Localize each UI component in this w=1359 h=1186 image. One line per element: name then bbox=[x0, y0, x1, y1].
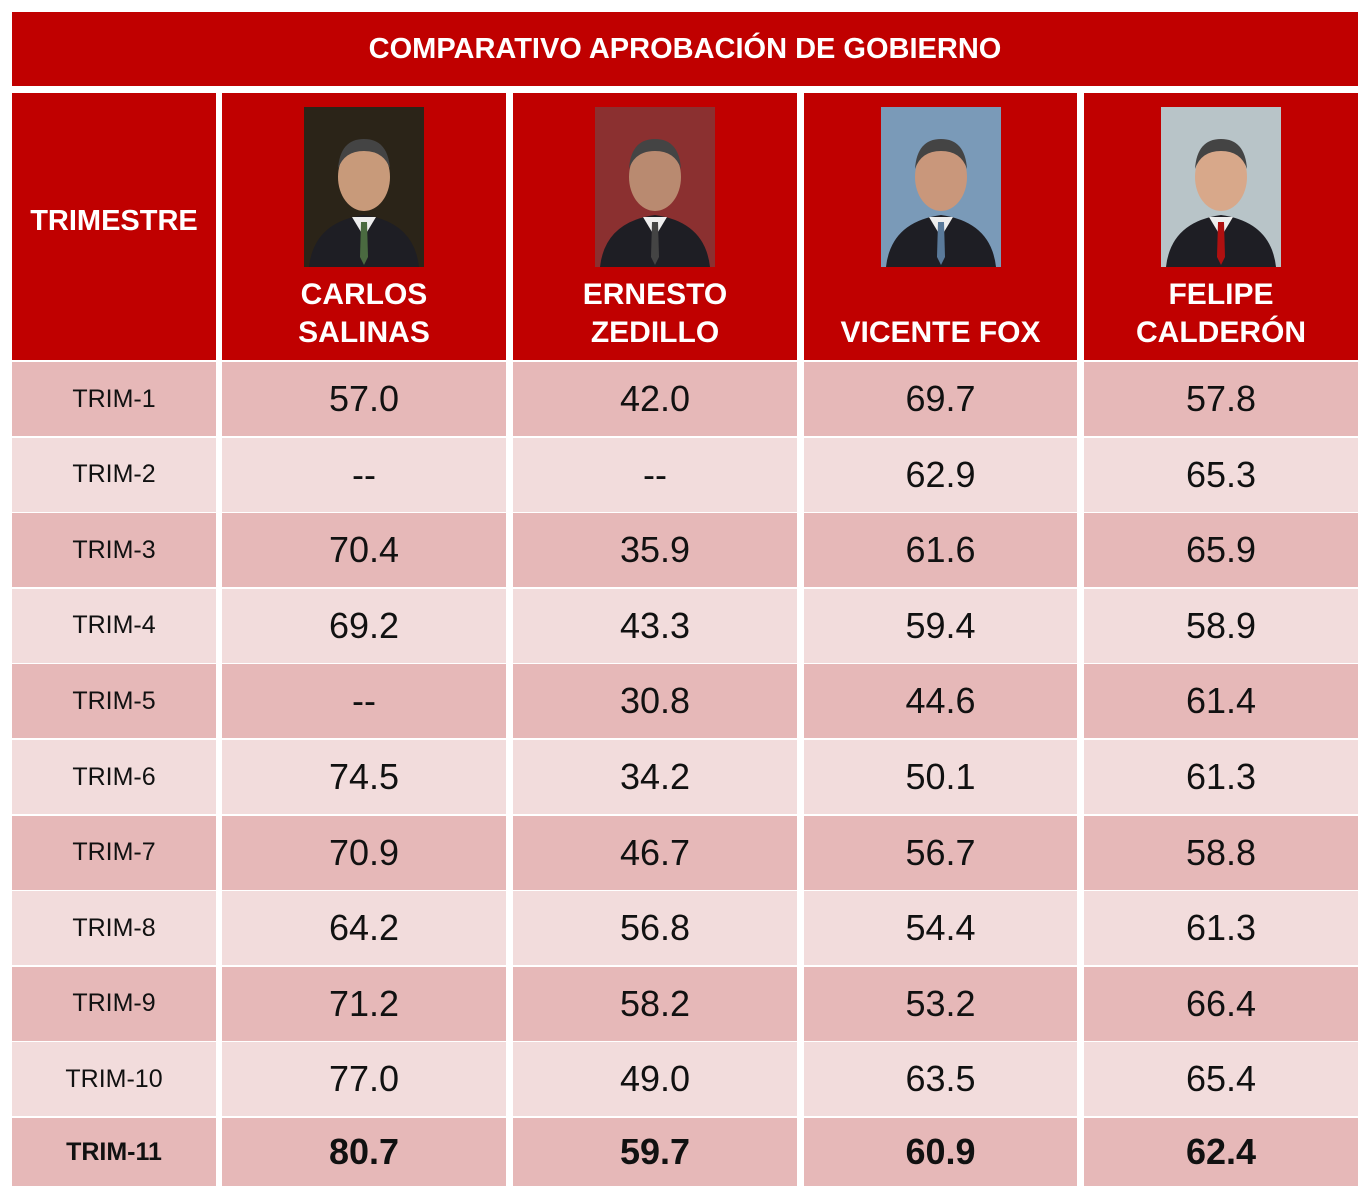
table-title: COMPARATIVO APROBACIÓN DE GOBIERNO bbox=[12, 12, 1358, 86]
table-cell: 53.2 bbox=[804, 967, 1077, 1041]
table-cell: -- bbox=[222, 438, 506, 512]
table-cell: 71.2 bbox=[222, 967, 506, 1041]
table-cell: 46.7 bbox=[513, 816, 797, 890]
table-cell: 43.3 bbox=[513, 589, 797, 663]
table-cell: -- bbox=[513, 438, 797, 512]
table-cell: 56.8 bbox=[513, 891, 797, 965]
row-label: TRIM-6 bbox=[12, 740, 216, 814]
table-cell: 63.5 bbox=[804, 1042, 1077, 1116]
table-cell: 30.8 bbox=[513, 664, 797, 738]
table-cell: 50.1 bbox=[804, 740, 1077, 814]
table-cell: 70.4 bbox=[222, 513, 506, 587]
table-cell: 69.7 bbox=[804, 362, 1077, 436]
row-label: TRIM-5 bbox=[12, 664, 216, 738]
row-label: TRIM-2 bbox=[12, 438, 216, 512]
table-cell: 58.9 bbox=[1084, 589, 1358, 663]
table-cell: 60.9 bbox=[804, 1118, 1077, 1186]
table-cell: 42.0 bbox=[513, 362, 797, 436]
president-name: VICENTE FOX bbox=[821, 314, 1061, 352]
table-cell: 65.3 bbox=[1084, 438, 1358, 512]
table-cell: 65.9 bbox=[1084, 513, 1358, 587]
table-cell: 80.7 bbox=[222, 1118, 506, 1186]
president-name: FELIPE CALDERÓN bbox=[1116, 276, 1326, 352]
row-label: TRIM-1 bbox=[12, 362, 216, 436]
table-cell: 59.4 bbox=[804, 589, 1077, 663]
table-cell: 56.7 bbox=[804, 816, 1077, 890]
table-cell: 62.4 bbox=[1084, 1118, 1358, 1186]
row-label: TRIM-10 bbox=[12, 1042, 216, 1116]
table-cell: 61.4 bbox=[1084, 664, 1358, 738]
row-label: TRIM-3 bbox=[12, 513, 216, 587]
table-cell: 62.9 bbox=[804, 438, 1077, 512]
table-cell: 57.8 bbox=[1084, 362, 1358, 436]
table-cell: 58.2 bbox=[513, 967, 797, 1041]
table-cell: 61.6 bbox=[804, 513, 1077, 587]
table-cell: 64.2 bbox=[222, 891, 506, 965]
table-cell: 34.2 bbox=[513, 740, 797, 814]
table-cell: 35.9 bbox=[513, 513, 797, 587]
column-header: TRIMESTRE bbox=[12, 93, 216, 360]
column-header: CARLOS SALINAS bbox=[222, 93, 506, 360]
table-cell: 77.0 bbox=[222, 1042, 506, 1116]
row-label: TRIM-11 bbox=[12, 1118, 216, 1186]
table-cell: 70.9 bbox=[222, 816, 506, 890]
column-header: ERNESTO ZEDILLO bbox=[513, 93, 797, 360]
table-cell: 69.2 bbox=[222, 589, 506, 663]
row-label: TRIM-4 bbox=[12, 589, 216, 663]
table-cell: 66.4 bbox=[1084, 967, 1358, 1041]
table-cell: 59.7 bbox=[513, 1118, 797, 1186]
portrait bbox=[881, 107, 1001, 267]
column-header: FELIPE CALDERÓN bbox=[1084, 93, 1358, 360]
table-cell: 74.5 bbox=[222, 740, 506, 814]
column-header: VICENTE FOX bbox=[804, 93, 1077, 360]
table-cell: 49.0 bbox=[513, 1042, 797, 1116]
row-label: TRIM-9 bbox=[12, 967, 216, 1041]
portrait bbox=[1161, 107, 1281, 267]
president-name: CARLOS SALINAS bbox=[284, 276, 444, 352]
president-name: ERNESTO ZEDILLO bbox=[570, 276, 740, 352]
portrait bbox=[304, 107, 424, 267]
table-cell: 57.0 bbox=[222, 362, 506, 436]
page: COMPARATIVO APROBACIÓN DE GOBIERNO TRIME… bbox=[0, 0, 1359, 1186]
table-cell: 61.3 bbox=[1084, 740, 1358, 814]
row-label: TRIM-7 bbox=[12, 816, 216, 890]
portrait bbox=[595, 107, 715, 267]
table-cell: 61.3 bbox=[1084, 891, 1358, 965]
table-cell: 44.6 bbox=[804, 664, 1077, 738]
table-cell: 54.4 bbox=[804, 891, 1077, 965]
table-cell: 58.8 bbox=[1084, 816, 1358, 890]
table-cell: 65.4 bbox=[1084, 1042, 1358, 1116]
row-label: TRIM-8 bbox=[12, 891, 216, 965]
table-cell: -- bbox=[222, 664, 506, 738]
